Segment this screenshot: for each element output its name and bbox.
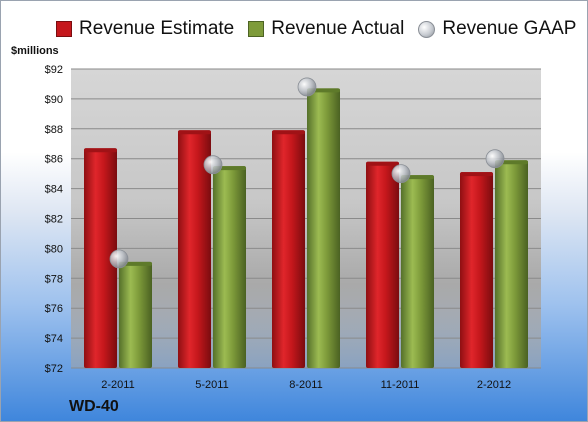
bars <box>84 88 528 368</box>
bar-revenue-estimate-cap <box>366 161 399 166</box>
legend-label-gaap: Revenue GAAP <box>442 18 577 39</box>
marker-revenue-gaap <box>297 77 317 97</box>
y-tick-label: $74 <box>45 333 63 345</box>
y-tick-label: $92 <box>45 64 63 76</box>
y-tick-label: $86 <box>45 154 63 166</box>
bar-revenue-actual <box>401 175 434 368</box>
y-tick-labels: $72 $74 $76 $78 $80 $82 $84 $86 $88 $90 $92 <box>45 64 63 375</box>
bar-revenue-actual <box>495 160 528 368</box>
bar-revenue-estimate-cap <box>84 148 117 153</box>
y-tick-label: $72 <box>45 363 63 375</box>
bar-revenue-estimate-cap <box>178 130 211 135</box>
legend-swatch-gaap <box>418 20 436 38</box>
chart-legend: Revenue Estimate Revenue Actual Revenue … <box>56 17 576 41</box>
bar-revenue-estimate <box>366 161 399 368</box>
y-tick-label: $90 <box>45 94 63 106</box>
y-tick-label: $76 <box>45 303 63 315</box>
legend-item-actual: Revenue Actual <box>248 18 404 40</box>
bar-revenue-estimate <box>272 130 305 368</box>
bar-revenue-estimate <box>178 130 211 368</box>
y-tick-label: $78 <box>45 273 63 285</box>
legend-swatch-estimate <box>56 21 72 37</box>
bar-revenue-estimate <box>84 148 117 368</box>
x-tick-labels: 2-2011 5-2011 8-2011 11-2011 2-2012 <box>101 379 511 391</box>
x-tick-label: 8-2011 <box>289 379 322 391</box>
marker-revenue-gaap <box>109 249 129 269</box>
x-tick-label: 2-2012 <box>477 379 511 391</box>
y-tick-label: $80 <box>45 243 63 255</box>
x-tick-label: 11-2011 <box>381 379 420 391</box>
bar-revenue-estimate <box>460 172 493 368</box>
marker-revenue-gaap <box>203 155 223 175</box>
marker-revenue-gaap <box>485 149 505 169</box>
x-tick-label: 5-2011 <box>195 379 228 391</box>
y-unit-label: $millions <box>11 45 59 57</box>
bar-revenue-actual <box>307 88 340 368</box>
bar-revenue-estimate-cap <box>272 130 305 135</box>
legend-item-gaap: Revenue GAAP <box>418 18 576 40</box>
legend-label-estimate: Revenue Estimate <box>79 18 235 39</box>
bar-revenue-actual <box>213 166 246 368</box>
legend-label-actual: Revenue Actual <box>271 18 405 39</box>
y-tick-label: $88 <box>45 124 63 136</box>
legend-swatch-actual <box>248 21 265 37</box>
bar-revenue-estimate-cap <box>460 172 493 177</box>
x-tick-label: 2-2011 <box>101 379 134 391</box>
marker-revenue-gaap <box>391 164 411 184</box>
legend-item-estimate: Revenue Estimate <box>56 18 234 40</box>
y-tick-label: $82 <box>45 214 63 226</box>
bar-revenue-actual <box>119 261 152 368</box>
company-label: WD-40 <box>69 398 119 415</box>
y-tick-label: $84 <box>45 184 63 196</box>
gaap-markers <box>109 77 505 269</box>
